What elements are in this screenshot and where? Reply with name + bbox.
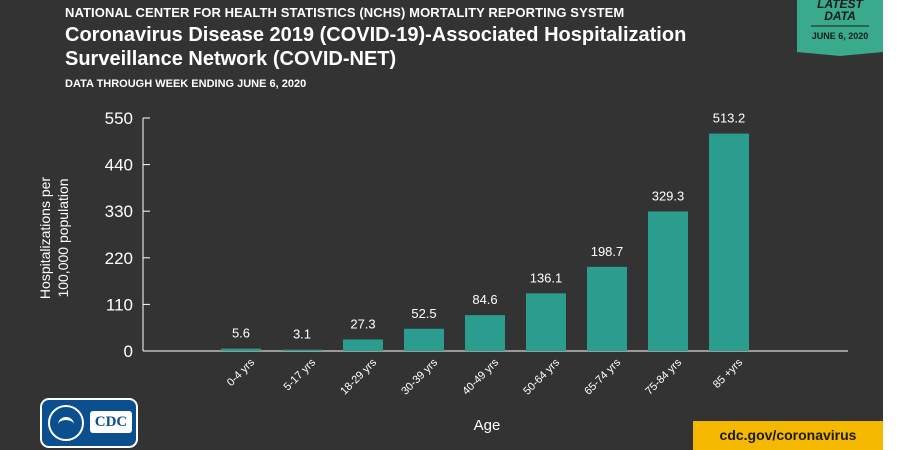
x-tick-label: 75-84 yrs	[643, 356, 684, 397]
x-tick-label: 0-4 yrs	[225, 356, 258, 389]
hhs-emblem-icon	[48, 405, 84, 441]
x-tick-label: 85 +yrs	[711, 356, 746, 391]
bar-value-label: 329.3	[652, 188, 685, 203]
chart-subtitle: DATA THROUGH WEEK ENDING JUNE 6, 2020	[65, 78, 307, 90]
x-tick-label: 40-49 yrs	[460, 356, 501, 397]
bar-value-label: 513.2	[713, 111, 746, 126]
bar-value-label: 52.5	[411, 306, 436, 321]
chart-title-line1: Coronavirus Disease 2019 (COVID-19)-Asso…	[65, 24, 687, 46]
bar	[282, 349, 322, 351]
bar	[404, 328, 444, 351]
chart-title-line2: Surveillance Network (COVID-NET)	[65, 48, 397, 70]
y-tick-label: 550	[105, 109, 133, 128]
y-tick-label: 110	[106, 295, 133, 314]
bar-value-label: 3.1	[293, 327, 311, 342]
cdc-logo-text: CDC	[90, 411, 132, 433]
x-tick-label: 18-29 yrs	[338, 356, 379, 397]
x-tick-label: 65-74 yrs	[582, 356, 623, 397]
y-axis-title-line2: 100,000 population	[55, 178, 71, 297]
bar	[465, 315, 505, 351]
y-axis-title-line1: Hospitalizations per	[37, 177, 53, 300]
bar	[648, 211, 688, 351]
x-axis-title: Age	[474, 417, 501, 434]
bar-value-label: 84.6	[472, 292, 497, 307]
bar	[343, 339, 383, 351]
x-tick-label: 50-64 yrs	[521, 356, 562, 397]
x-tick-label: 5-17 yrs	[282, 356, 319, 393]
badge-shape	[797, 0, 883, 56]
y-tick-label: 330	[105, 202, 133, 221]
latest-data-badge: LATEST DATA JUNE 6, 2020	[797, 0, 883, 56]
bar-value-label: 136.1	[530, 270, 563, 285]
badge-date: JUNE 6, 2020	[812, 31, 869, 41]
bar-value-label: 5.6	[232, 326, 250, 341]
website-link[interactable]: cdc.gov/coronavirus	[693, 421, 883, 450]
cdc-logo: CDC	[40, 398, 138, 448]
bar	[526, 293, 566, 351]
bar-value-label: 27.3	[350, 316, 375, 331]
y-tick-label: 0	[124, 342, 133, 361]
bar	[587, 266, 627, 351]
y-tick-label: 220	[105, 249, 133, 268]
x-tick-label: 30-39 yrs	[399, 356, 440, 397]
bar	[221, 348, 261, 351]
y-tick-label: 440	[105, 156, 133, 175]
organization-heading: NATIONAL CENTER FOR HEALTH STATISTICS (N…	[65, 5, 625, 20]
badge-line1: LATEST	[817, 0, 864, 11]
bar	[709, 133, 749, 351]
bar-value-label: 198.7	[591, 244, 624, 259]
badge-line2: DATA	[824, 9, 856, 23]
